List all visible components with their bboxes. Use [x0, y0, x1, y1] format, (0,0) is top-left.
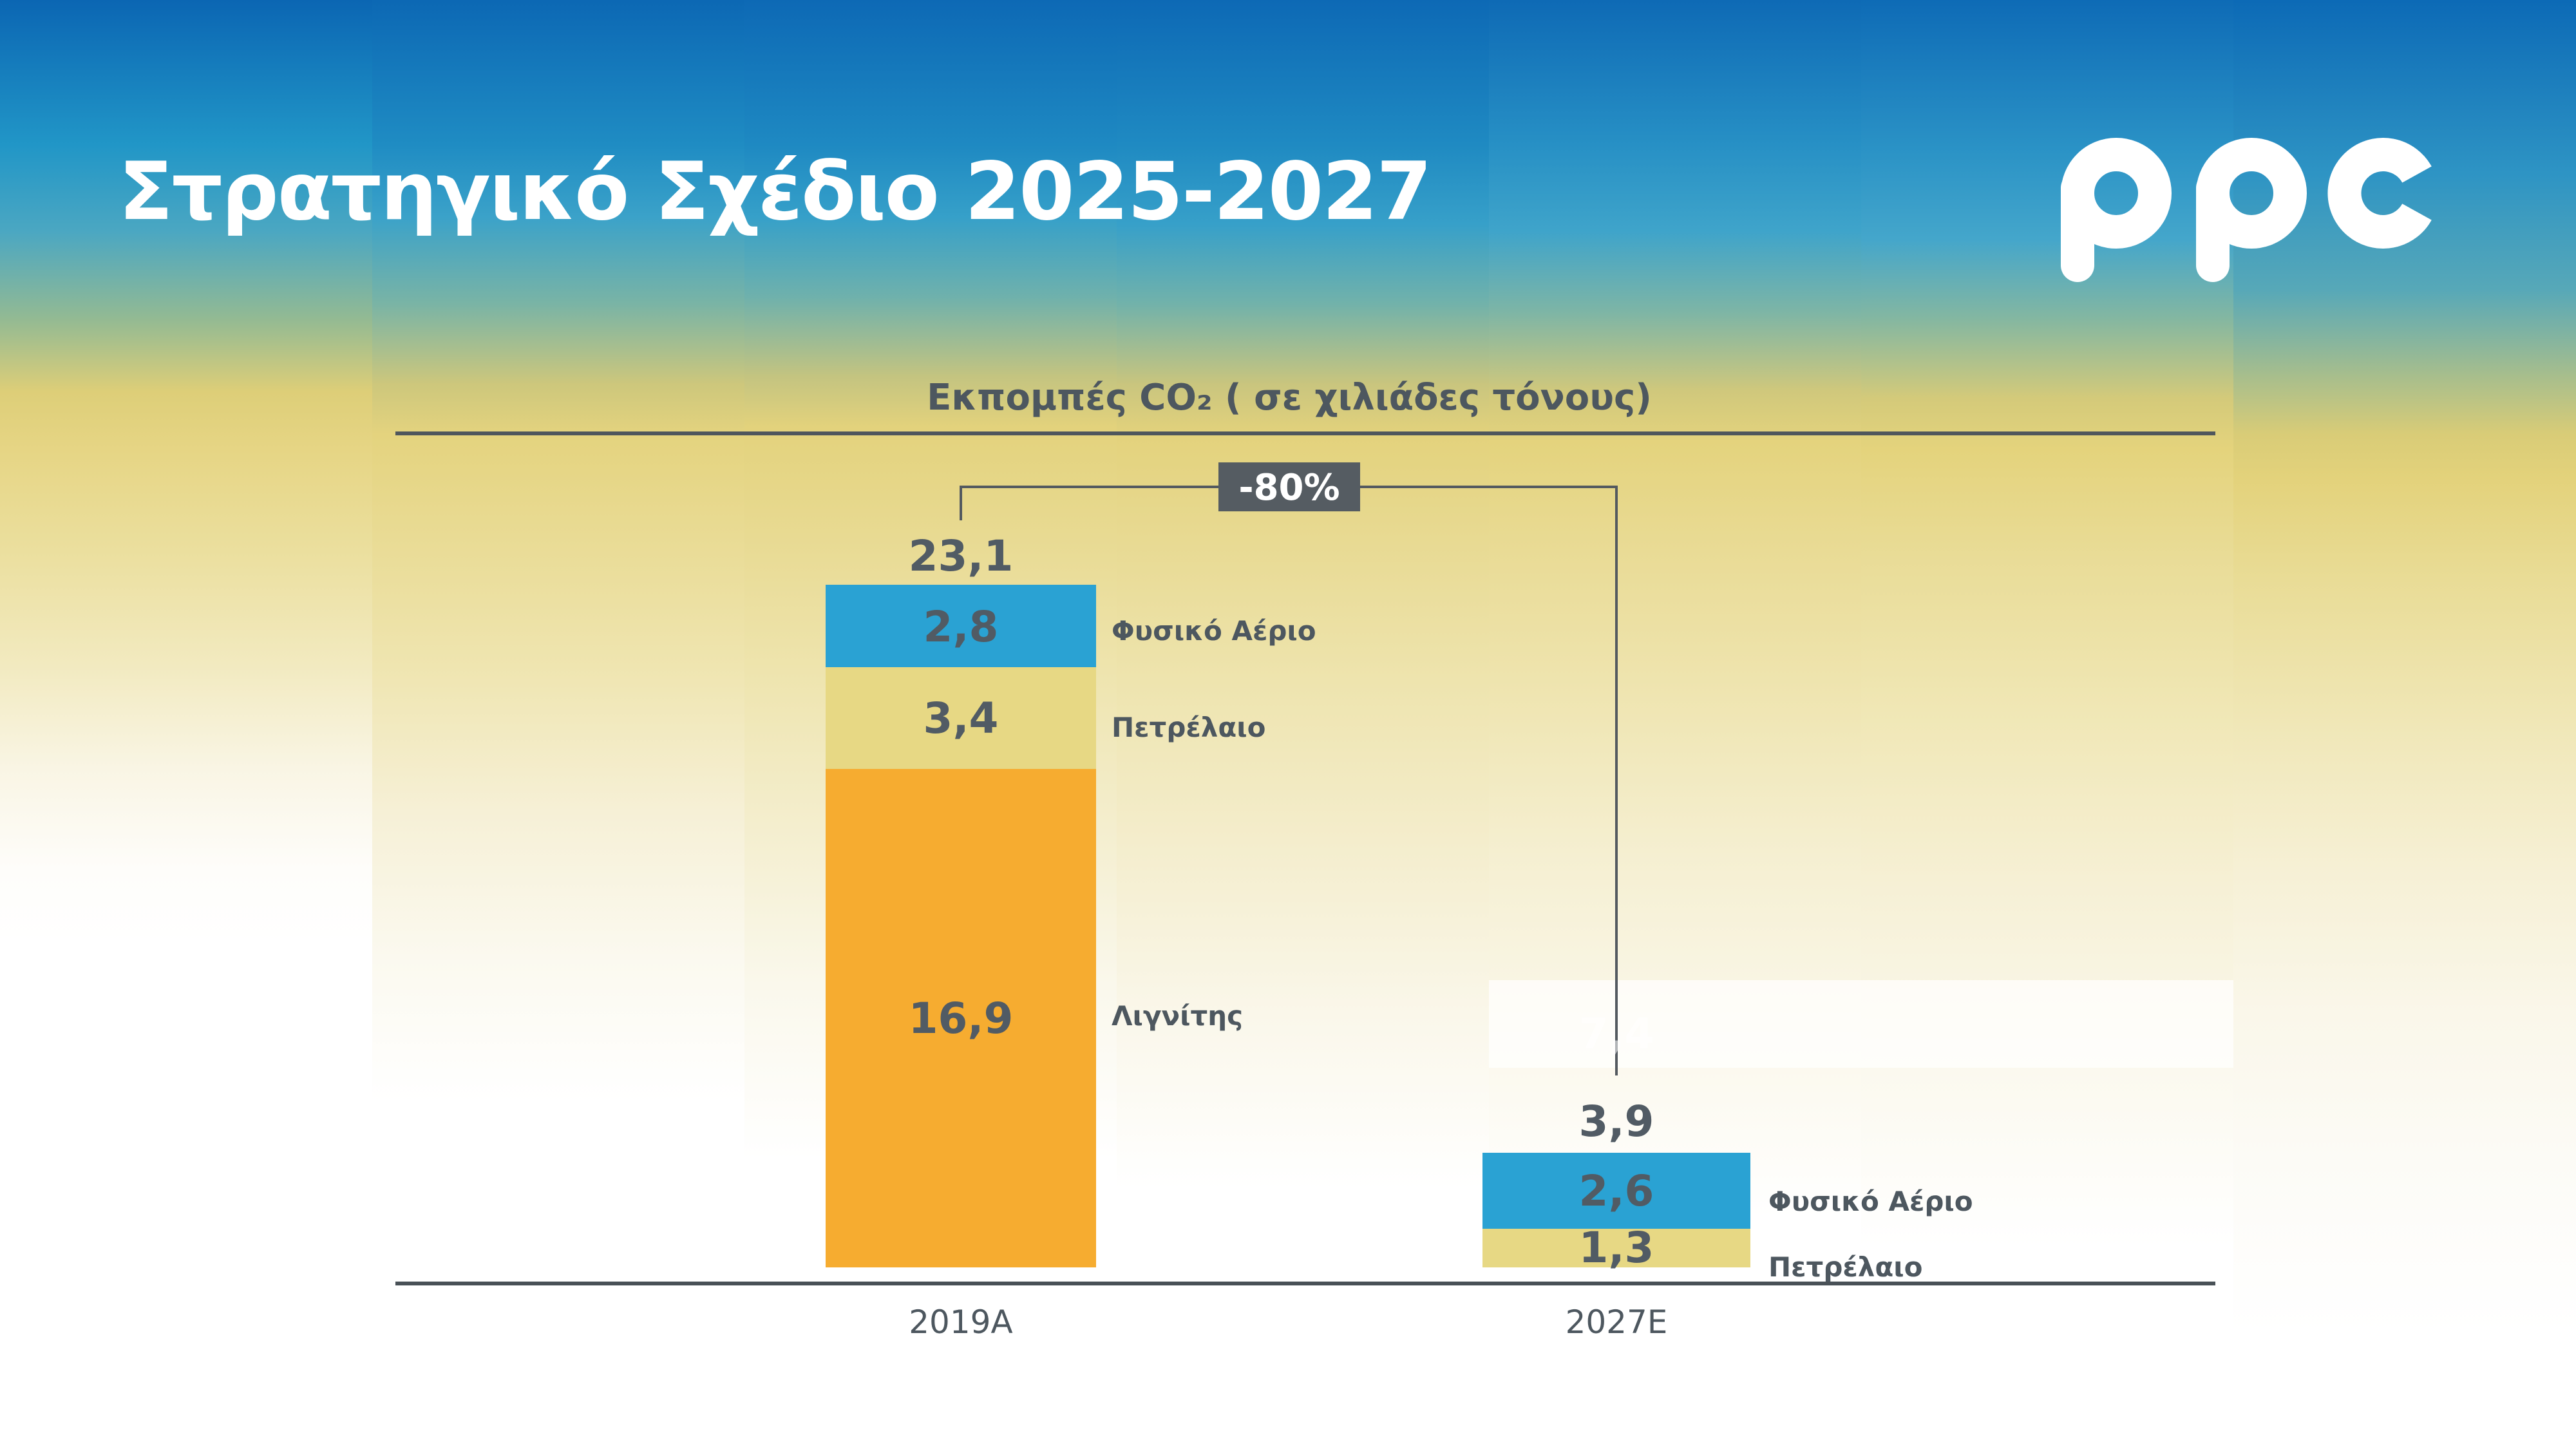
ppc-logo [2061, 138, 2432, 282]
bar-group-2027e: 2,6 1,3 [1482, 1153, 1750, 1273]
background-stripe [372, 0, 746, 1449]
segment-value: 16,9 [908, 993, 1014, 1043]
bar-total-2019a: 23,1 [908, 531, 1014, 581]
bar-group-2019a: 2,8 3,4 16,9 [826, 585, 1096, 1267]
bracket-left-drop [960, 486, 962, 520]
category-label-2019a: 2019A [909, 1303, 1013, 1341]
bar-total-2027e: 3,9 [1578, 1096, 1654, 1146]
background-stripe [0, 0, 374, 1449]
bar-segment-natural-gas: 2,8 [826, 585, 1096, 667]
segment-value: 1,3 [1578, 1222, 1654, 1273]
bar-segment-natural-gas: 2,6 [1482, 1153, 1750, 1229]
page-title: Στρατηγικό Σχέδιο 2025-2027 [118, 144, 1432, 238]
chart-title-rule [395, 431, 2215, 435]
bar-segment-oil: 3,4 [826, 667, 1096, 769]
bracket-right-drop [1615, 486, 1618, 1075]
change-badge: -80% [1218, 462, 1360, 511]
segment-value: 3,4 [923, 693, 999, 743]
bar-segment-lignite: 16,9 [826, 769, 1096, 1267]
ghost-total-value: 7,4 [1578, 1009, 1654, 1059]
segment-label-lignite: Λιγνίτης [1112, 1001, 1244, 1032]
segment-label-natural-gas: Φυσικό Αέριο [1112, 616, 1316, 647]
background-stripe [1861, 0, 2235, 1449]
bar-segment-oil: 1,3 [1482, 1222, 1750, 1273]
segment-value: 2,6 [1578, 1166, 1654, 1216]
segment-label-natural-gas: Φυσικό Αέριο [1768, 1186, 1973, 1217]
chart-title: Εκπομπές CO₂ ( σε χιλιάδες τόνους) [927, 376, 1652, 419]
background-stripe [1117, 0, 1490, 1449]
background-white-patch [1489, 980, 2233, 1068]
segment-label-oil: Πετρέλαιο [1112, 712, 1266, 743]
category-label-2027e: 2027E [1565, 1303, 1668, 1341]
x-axis [395, 1282, 2215, 1285]
segment-value: 2,8 [923, 601, 999, 651]
segment-label-oil: Πετρέλαιο [1768, 1252, 1923, 1283]
